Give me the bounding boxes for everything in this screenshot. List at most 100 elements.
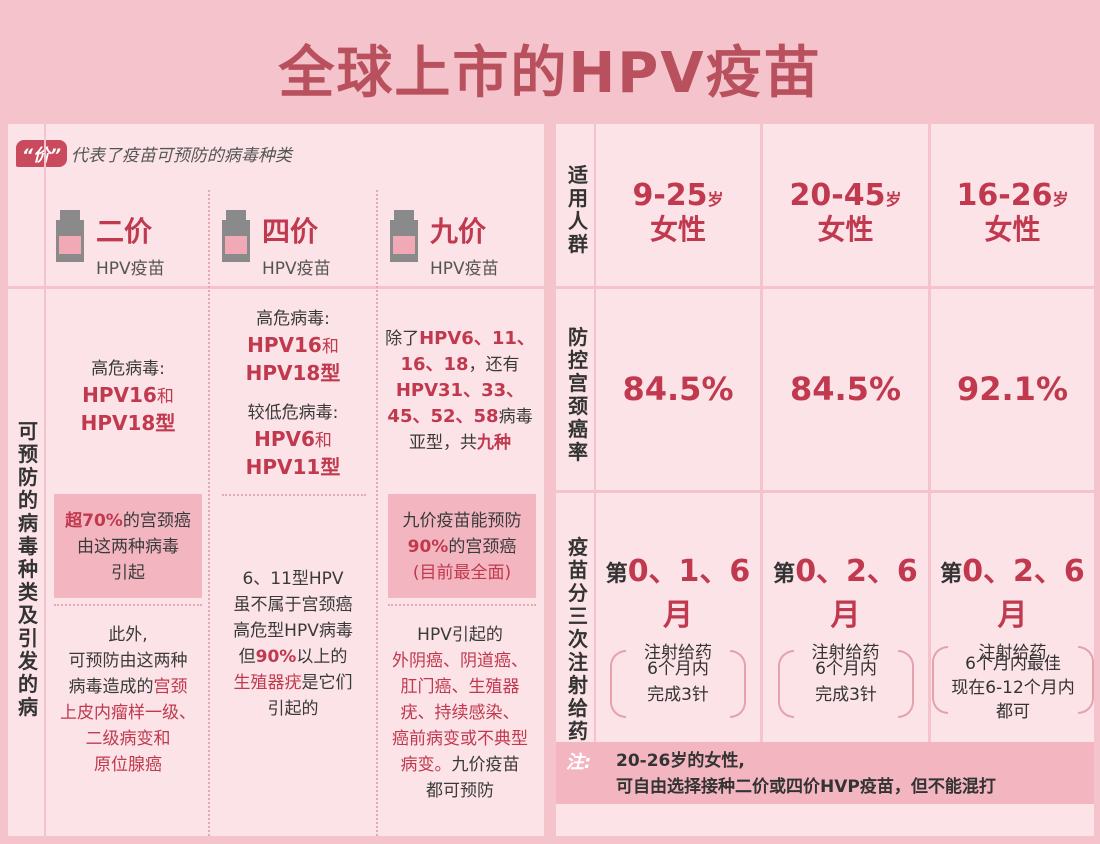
text-line: (目前最全面) — [412, 563, 512, 583]
age-number: 20-45 — [789, 178, 886, 213]
hpv-type: HPV16 — [82, 383, 157, 407]
bivalent-highlight-text: 超70%的宫颈癌 由这两种病毒 引起 — [54, 508, 202, 586]
left-panel — [8, 124, 544, 836]
schedule-months: 0、2、6月 — [962, 554, 1085, 633]
vaccine-bottle-icon — [56, 210, 84, 262]
age-range-quadrivalent: 20-45岁 女性 — [763, 178, 928, 247]
nonavalent-highlight-box — [388, 494, 536, 598]
text-line: 引起的 — [267, 699, 319, 719]
hpv-type: HPV6、11、 — [419, 328, 535, 349]
text-line: 九种 — [477, 433, 511, 453]
text-line: HPV引起的 — [417, 625, 503, 645]
text-and: 和 — [314, 431, 332, 451]
text-line: 完成3针 — [815, 685, 877, 705]
nonavalent-highlight-text: 九价疫苗能预防 90%的宫颈癌 (目前最全面) — [388, 508, 536, 586]
bivalent-virus-types: 高危病毒: HPV16和 HPV18型 — [50, 356, 206, 436]
quadrivalent-extra-text: 6、11型HPV 虽不属于宫颈癌 高危型HPV病毒 但90%以上的 生殖器疣是它… — [212, 566, 374, 722]
right-panel — [556, 124, 1094, 836]
divider — [222, 494, 366, 496]
text-line: 病毒造成的 — [68, 677, 154, 697]
schedule-note-bivalent: 6个月内 完成3针 — [610, 650, 746, 718]
hpv-type: HPV18型 — [80, 411, 176, 435]
target-gender: 女性 — [817, 213, 874, 246]
text-line: 6个月内 — [647, 659, 709, 679]
text-line: 外阴癌、阴道癌、 — [392, 651, 528, 671]
efficacy-rate-nonavalent: 92.1% — [956, 370, 1068, 408]
percent: 90% — [407, 537, 449, 557]
right-row-divider-2 — [556, 490, 1094, 493]
text-line: 高危病毒: — [256, 309, 330, 329]
page-title: 全球上市的HPV疫苗 — [278, 41, 822, 106]
text-line: 高危型HPV病毒 — [233, 621, 353, 641]
text-line: 都可 — [996, 702, 1030, 722]
legend-text: 代表了疫苗可预防的病毒种类 — [70, 146, 292, 166]
text-line: 以上的 — [296, 647, 348, 667]
vaccine-header-quadrivalent: 四价 HPV疫苗 — [222, 206, 372, 279]
target-gender: 女性 — [984, 213, 1041, 246]
text-line: 高危病毒: — [91, 359, 165, 379]
text-line: 现在6-12个月内 — [951, 678, 1075, 698]
text-line: 的宫颈癌 — [448, 537, 517, 557]
footnote-label: 注: — [566, 752, 592, 773]
schedule-note-nonavalent: 6个月内最佳 现在6-12个月内 都可 — [932, 646, 1094, 724]
valence-legend: “价” 代表了疫苗可预防的病毒种类 — [16, 140, 292, 167]
age-number: 9-25 — [632, 178, 708, 213]
text-line: 上皮内瘤样一级、 — [60, 703, 196, 723]
text-line: 亚型，共 — [409, 433, 477, 453]
text-line: 引起 — [111, 563, 145, 583]
quadrivalent-virus-types: 高危病毒: HPV16和 HPV18型 较低危病毒: HPV6和 HPV11型 — [212, 306, 374, 480]
text-line: 虽不属于宫颈癌 — [233, 595, 353, 615]
vaccine-sub: HPV疫苗 — [96, 259, 165, 279]
text-and: 和 — [321, 337, 339, 357]
text-line: 由这两种病毒 — [77, 537, 179, 557]
schedule-note-quadrivalent: 6个月内 完成3针 — [778, 650, 914, 718]
text-line: 宫颈 — [153, 677, 188, 697]
vaccine-sub: HPV疫苗 — [262, 259, 331, 279]
text-line: 6、11型HPV — [242, 569, 344, 589]
text-line: 但 — [238, 647, 256, 667]
schedule-prefix: 第 — [605, 562, 628, 587]
age-range-nonavalent: 16-26岁 女性 — [931, 178, 1094, 247]
text-line: 20-26岁的女性, — [616, 751, 745, 771]
efficacy-rate-bivalent: 84.5% — [622, 370, 734, 408]
left-side-divider — [44, 124, 46, 836]
text-line: 九价疫苗能预防 — [402, 511, 522, 531]
nonavalent-virus-types: 除了HPV6、11、 16、18，还有 HPV31、33、 45、52、58病毒… — [380, 326, 540, 456]
vaccine-header-nonavalent: 九价 HPV疫苗 — [390, 206, 540, 279]
schedule-quadrivalent: 第0、2、6月 注射给药 — [763, 546, 928, 663]
hpv-type: 16、18 — [400, 354, 469, 375]
col-divider-2 — [376, 190, 378, 836]
percent: 超70% — [65, 511, 123, 531]
schedule-months: 0、1、6月 — [627, 554, 751, 633]
valence-tag: “价” — [16, 140, 67, 167]
footnote: 注: 20-26岁的女性, 可自由选择接种二价或四价HVP疫苗，但不能混打 — [556, 742, 1094, 804]
right-side-divider — [594, 124, 596, 742]
text-line: 癌前病变或不典型 — [392, 729, 528, 749]
row-label-schedule: 疫苗分三次注射给药 — [568, 535, 588, 743]
text-line: 完成3针 — [647, 685, 709, 705]
target-gender: 女性 — [649, 213, 706, 246]
text-line: 肛门癌、生殖器 — [400, 677, 520, 697]
right-col-divider-1 — [760, 124, 763, 742]
age-unit: 岁 — [707, 190, 724, 209]
row-label-target-group: 适用人群 — [568, 163, 588, 256]
text-line: 较低危病毒: — [247, 403, 339, 423]
text-and: 和 — [156, 387, 174, 407]
age-range-bivalent: 9-25岁 女性 — [596, 178, 760, 247]
hpv-type: HPV6 — [254, 427, 315, 451]
hpv-type: 45、52、58 — [387, 406, 499, 427]
right-col-divider-2 — [928, 124, 931, 742]
text-line: 6个月内 — [815, 659, 877, 679]
hpv-type: HPV31、33、 — [395, 380, 525, 401]
footnote-text: 20-26岁的女性, 可自由选择接种二价或四价HVP疫苗，但不能混打 — [616, 748, 996, 800]
text-line: 病毒 — [498, 407, 533, 427]
schedule-sub: 注射给药 — [644, 643, 712, 663]
bivalent-extra-text: 此外, 可预防由这两种 病毒造成的宫颈 上皮内瘤样一级、 二级病变和 原位腺癌 — [50, 622, 206, 778]
bivalent-highlight-box — [54, 494, 202, 598]
text-line: 九价疫苗 — [451, 755, 520, 775]
col-divider-1 — [208, 190, 210, 836]
schedule-bivalent: 第0、1、6月 注射给药 — [596, 546, 760, 663]
vaccine-bottle-icon — [222, 210, 250, 262]
efficacy-rate-quadrivalent: 84.5% — [789, 370, 901, 408]
row-label-efficacy: 防控宫颈癌率 — [568, 325, 588, 464]
